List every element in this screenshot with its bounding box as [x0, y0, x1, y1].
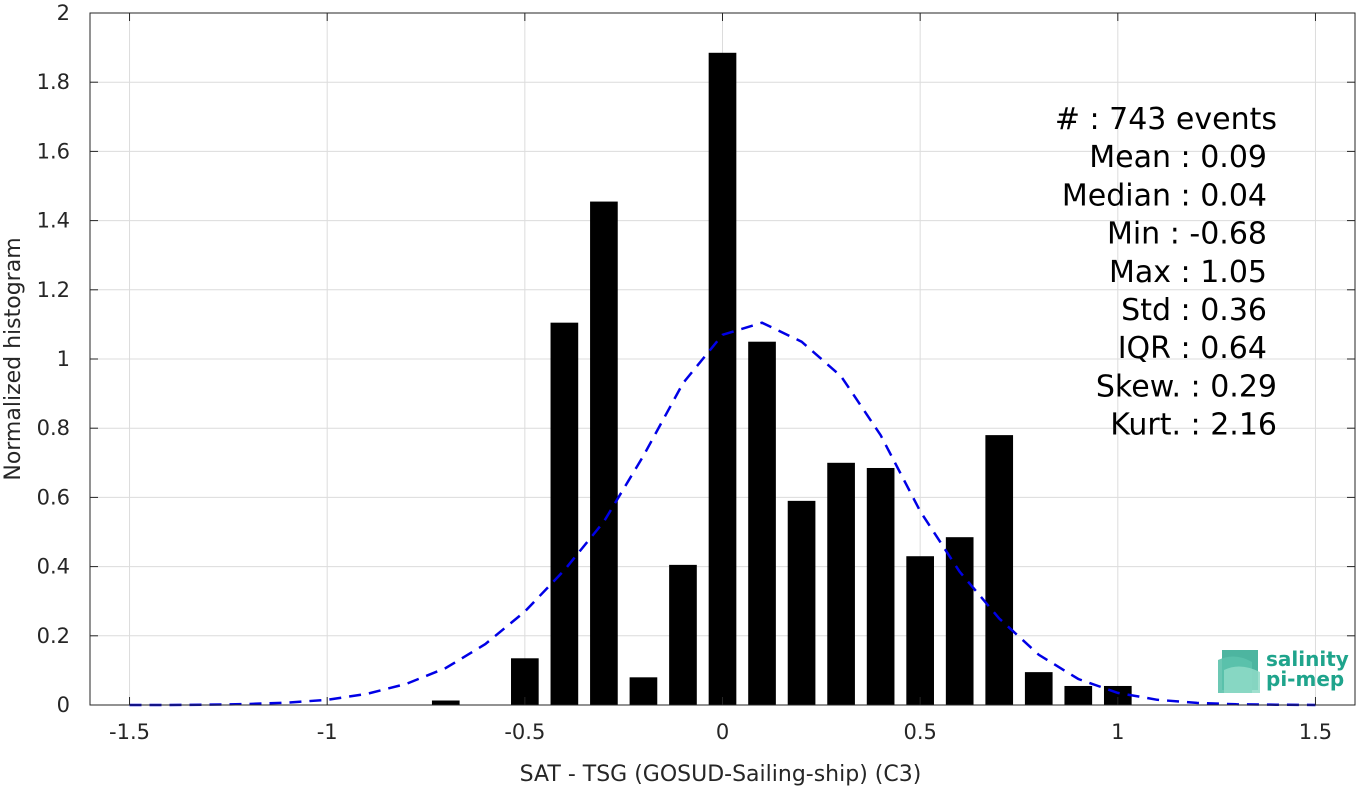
histogram-bar [1024, 672, 1053, 705]
x-axis-ticks: -1.5 -1 -0.5 0 0.5 1 1.5 [109, 13, 1332, 744]
stat-line: Kurt. : 2.16 [1110, 408, 1277, 443]
y-tick-label: 1.4 [37, 209, 70, 233]
stat-line: Std : 0.36 [1121, 293, 1267, 328]
x-axis-label: SAT - TSG (GOSUD-Sailing-ship) (C3) [520, 762, 922, 787]
y-tick-label: 1.8 [37, 70, 70, 94]
y-tick-label: 1.2 [37, 278, 70, 302]
y-axis-label: Normalized histogram [1, 237, 26, 480]
salinity-pi-mep-logo: salinity pi-mep [1218, 647, 1349, 693]
logo-text-pi-mep: pi-mep [1266, 667, 1344, 691]
histogram-bar [827, 462, 855, 705]
histogram-bars [431, 52, 1132, 706]
histogram-bar [1064, 685, 1093, 705]
stat-line: Median : 0.04 [1062, 178, 1267, 213]
histogram-bar [906, 556, 934, 705]
histogram-bar [708, 52, 737, 706]
stat-line: IQR : 0.64 [1118, 331, 1267, 366]
y-tick-label: 1 [57, 347, 70, 371]
y-tick-label: 0 [57, 693, 70, 717]
normal-fit-curve [129, 321, 1316, 707]
y-tick-label: 0.8 [37, 416, 70, 440]
stat-line: Skew. : 0.29 [1096, 369, 1277, 404]
y-tick-label: 0.2 [37, 624, 70, 648]
y-tick-label: 0.4 [37, 555, 70, 579]
y-tick-label: 0.6 [37, 485, 70, 509]
histogram-bar [629, 677, 658, 705]
x-tick-label: 1.5 [1299, 720, 1332, 744]
histogram-bar [945, 537, 974, 705]
stat-line: # : 743 events [1055, 102, 1277, 137]
stat-line: Min : -0.68 [1107, 217, 1267, 252]
histogram-bar [748, 341, 776, 705]
histogram-bar [866, 467, 895, 705]
x-tick-label: -0.5 [504, 720, 545, 744]
x-tick-label: 1 [1111, 720, 1124, 744]
x-tick-label: 0.5 [903, 720, 936, 744]
logo-text-salinity: salinity [1266, 647, 1349, 671]
stat-line: Mean : 0.09 [1089, 140, 1267, 175]
histogram-bar [985, 435, 1014, 705]
x-tick-label: -1 [317, 720, 338, 744]
histogram-bar [550, 322, 579, 705]
histogram-bar [431, 700, 460, 705]
stat-line: Max : 1.05 [1109, 255, 1267, 290]
y-tick-label: 2 [57, 1, 70, 25]
x-tick-label: 0 [716, 720, 729, 744]
x-tick-label: -1.5 [109, 720, 150, 744]
histogram-bar [787, 500, 816, 705]
histogram-bar [669, 564, 697, 705]
logo-waves-icon [1218, 650, 1260, 693]
y-tick-label: 1.6 [37, 139, 70, 163]
y-axis-ticks: 0 0.2 0.4 0.6 0.8 1 1.2 1.4 1.6 1.8 2 [37, 1, 1355, 717]
histogram-bar [590, 201, 618, 705]
